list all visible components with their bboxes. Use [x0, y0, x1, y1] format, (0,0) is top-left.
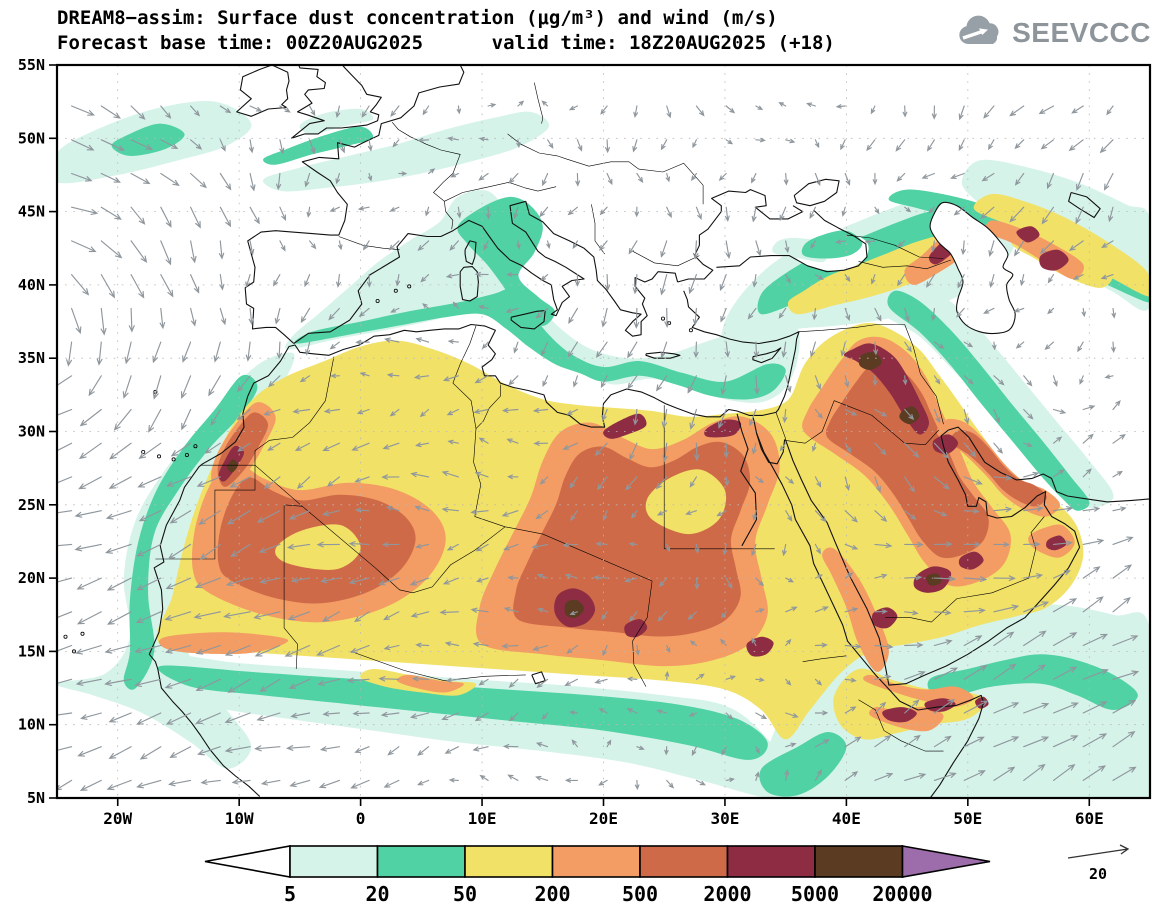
lat-tick-label: 40N [18, 276, 45, 294]
lat-tick-label: 55N [18, 56, 45, 74]
axes-layer: 55N 50N 45N 40N 35N 30N 25N 20N 15N 10N 5N 20W 10W 0 1… [18, 56, 1152, 828]
legend-segment [639, 845, 729, 878]
lat-tick-label: 5N [27, 789, 45, 807]
figure-subtitle: Forecast base time: 00Z20AUG2025 valid t… [57, 32, 835, 54]
dust-fill-layer [57, 101, 1150, 798]
figure-titles: DREAM8−assim: Surface dust concentration… [57, 6, 835, 56]
legend-segment [726, 845, 816, 878]
lat-tick-label: 10N [18, 716, 45, 734]
legend-arrow-below-min [204, 845, 291, 878]
legend-segment [464, 845, 554, 878]
figure-title: DREAM8−assim: Surface dust concentration… [57, 7, 778, 29]
lat-tick-label: 25N [18, 496, 45, 514]
wind-arrow-layer [57, 100, 1140, 791]
lon-tick-label: 10E [468, 809, 497, 828]
legend-segment [289, 845, 379, 878]
lon-tick-label: 20E [589, 809, 618, 828]
lon-tick-label: 50E [953, 809, 982, 828]
legend-tick-label: 500 [622, 882, 658, 906]
coastline-layer [63, 65, 1150, 798]
lon-tick-label: 30E [710, 809, 739, 828]
legend-arrow-above-max [901, 845, 991, 878]
legend-tick-label: 20000 [872, 882, 932, 906]
lon-tick-label: 10W [225, 809, 254, 828]
logo-text: SEEVCCC [1012, 17, 1151, 48]
legend-segment [376, 845, 466, 878]
lon-tick-label: 0 [356, 809, 366, 828]
lon-tick-label: 40E [832, 809, 861, 828]
legend-tick-label: 200 [534, 882, 570, 906]
lon-tick-label: 20W [103, 809, 132, 828]
legend-tick-label: 5 [284, 882, 296, 906]
wind-reference: 20 [1067, 844, 1130, 883]
lat-tick-label: 45N [18, 203, 45, 221]
seevccc-logo: SEEVCCC [955, 14, 1151, 52]
lat-tick-label: 30N [18, 423, 45, 441]
legend-tick-label: 5000 [791, 882, 839, 906]
lat-tick-label: 50N [18, 129, 45, 147]
legend-tick-label: 2000 [703, 882, 751, 906]
graticule-layer [57, 65, 1150, 798]
legend-tick-label: 50 [453, 882, 477, 906]
map-layers [57, 65, 1150, 798]
cloud-logo-icon [959, 15, 999, 44]
legend-segment [551, 845, 641, 878]
color-legend: 5 20 50 200 500 2000 5000 20000 [204, 845, 991, 906]
legend-tick-label: 20 [365, 882, 389, 906]
lat-tick-label: 20N [18, 569, 45, 587]
lon-tick-label: 60E [1075, 809, 1104, 828]
wind-reference-label: 20 [1089, 865, 1107, 883]
legend-segment [814, 845, 904, 878]
country-border-layer [155, 82, 1045, 752]
lat-tick-label: 35N [18, 349, 45, 367]
lat-tick-label: 15N [18, 642, 45, 660]
